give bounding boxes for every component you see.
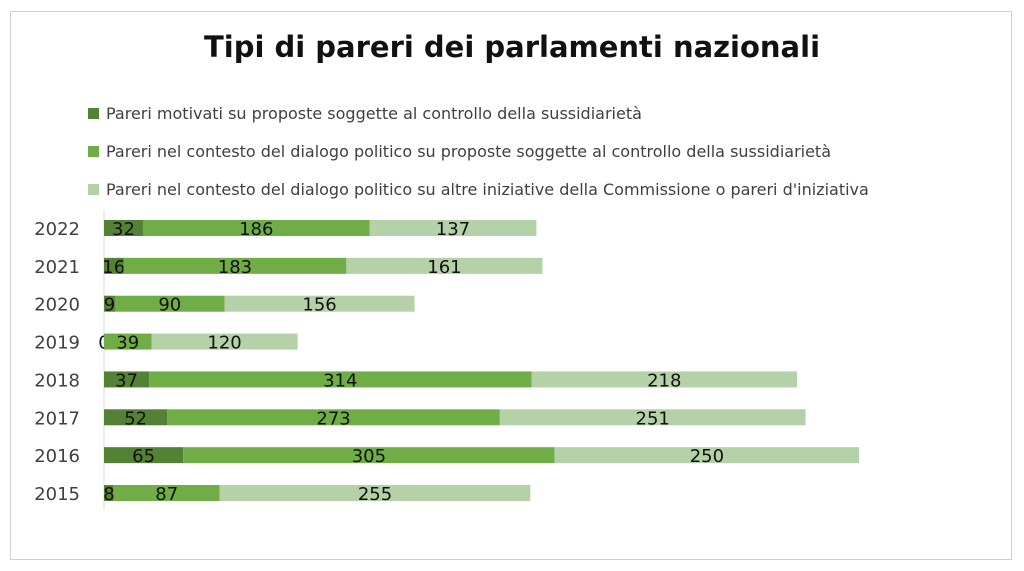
- bar-segment: [183, 447, 555, 464]
- y-tick-label: 2016: [34, 446, 80, 467]
- bar-segment: [104, 257, 124, 274]
- y-tick-label: 2021: [34, 257, 80, 278]
- legend-swatch: [88, 145, 99, 157]
- y-tick-label: 2020: [34, 295, 80, 316]
- data-label: 156: [302, 295, 336, 316]
- bar-segment: [219, 485, 531, 502]
- bar-segment: [149, 371, 532, 388]
- data-label: 37: [115, 370, 138, 391]
- bar-segment: [104, 220, 143, 236]
- data-label: 120: [207, 333, 241, 354]
- legend-item-pareri-motivati: Pareri motivati su proposte soggette al …: [88, 94, 869, 132]
- data-label: 8: [103, 484, 114, 505]
- bar-segment: [104, 485, 114, 502]
- bar-segment: [346, 257, 543, 274]
- chart-frame: [10, 11, 1012, 560]
- data-label: 186: [239, 219, 273, 240]
- legend-label: Pareri motivati su proposte soggette al …: [106, 103, 642, 123]
- data-label: 273: [316, 408, 350, 429]
- bar-segment: [113, 485, 220, 502]
- data-label: 32: [112, 219, 135, 240]
- data-label: 90: [158, 295, 181, 316]
- data-label: 250: [690, 446, 724, 467]
- bar-segment: [531, 371, 798, 388]
- bar-segment: [104, 409, 168, 426]
- data-label: 52: [124, 408, 147, 429]
- bar-segment: [499, 409, 806, 426]
- bar-segment: [167, 409, 500, 426]
- data-label: 305: [352, 446, 386, 467]
- bar-segment: [123, 257, 347, 274]
- y-tick-label: 2022: [34, 219, 80, 240]
- data-label: 65: [132, 446, 155, 467]
- bar-segment: [104, 371, 150, 388]
- bar-segment: [104, 447, 184, 464]
- legend-swatch: [88, 107, 99, 119]
- legend-label: Pareri nel contesto del dialogo politico…: [106, 141, 832, 161]
- legend-label: Pareri nel contesto del dialogo politico…: [106, 179, 869, 199]
- data-label: 161: [427, 257, 461, 278]
- bar-segment: [114, 295, 225, 312]
- bar-segment: [142, 220, 370, 236]
- data-label: 16: [102, 257, 125, 278]
- data-label: 9: [104, 295, 115, 316]
- data-label: 87: [155, 484, 178, 505]
- legend-swatch: [88, 183, 99, 195]
- y-tick-label: 2019: [34, 333, 80, 354]
- bar-segment: [104, 295, 115, 312]
- data-label: 218: [647, 370, 681, 391]
- data-label: 183: [218, 257, 252, 278]
- bar-segment: [104, 333, 152, 350]
- legend-item-dialogo-altre-iniziative: Pareri nel contesto del dialogo politico…: [88, 170, 869, 208]
- y-tick-label: 2015: [34, 484, 80, 505]
- data-label: 39: [116, 333, 139, 354]
- y-tick-label: 2017: [34, 408, 80, 429]
- bar-segment: [369, 220, 537, 236]
- chart-legend: Pareri motivati su proposte soggette al …: [88, 94, 869, 208]
- bar-segment: [224, 295, 415, 312]
- data-label: 137: [436, 219, 470, 240]
- data-label: 255: [358, 484, 392, 505]
- chart-title: Tipi di pareri dei parlamenti nazionali: [203, 30, 821, 64]
- bar-segment: [151, 333, 298, 350]
- bar-segment: [554, 447, 860, 464]
- y-tick-label: 2018: [34, 370, 80, 391]
- data-label: 314: [323, 370, 357, 391]
- legend-item-dialogo-sussidiarieta: Pareri nel contesto del dialogo politico…: [88, 132, 869, 170]
- data-label: 251: [636, 408, 670, 429]
